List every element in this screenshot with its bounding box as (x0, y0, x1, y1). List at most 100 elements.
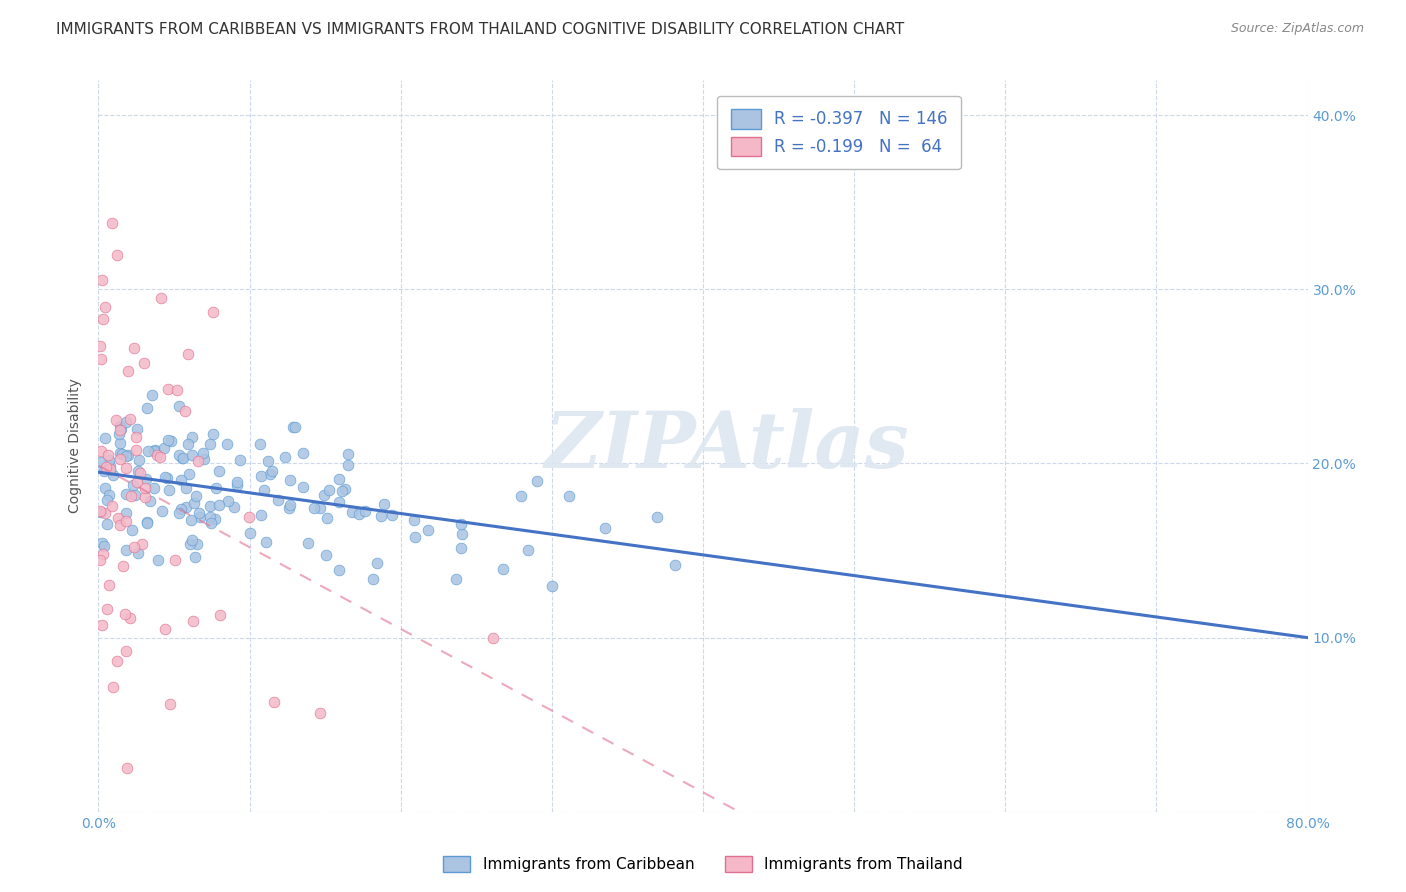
Point (257, 454, 280, 468)
Point (446, 572, 468, 586)
Point (93, 547, 115, 561)
Point (207, 464, 229, 478)
Point (366, 556, 388, 570)
Point (200, 500, 222, 514)
Point (181, 614, 204, 628)
Point (89, 339, 111, 353)
Point (125, 422, 148, 436)
Point (121, 523, 143, 537)
Point (328, 563, 350, 577)
Point (184, 549, 207, 564)
Point (114, 506, 136, 520)
Point (336, 458, 359, 472)
Point (170, 473, 193, 487)
Point (274, 450, 297, 465)
Point (97, 452, 120, 467)
Point (450, 541, 472, 555)
Point (450, 516, 472, 531)
Point (330, 484, 353, 499)
Point (200, 510, 222, 524)
Point (91, 618, 114, 632)
Point (110, 452, 132, 467)
Point (94, 460, 117, 475)
Y-axis label: Cognitive Disability: Cognitive Disability (69, 378, 83, 514)
Point (89, 553, 111, 567)
Point (115, 487, 138, 501)
Point (143, 481, 166, 495)
Point (101, 216, 124, 230)
Point (215, 436, 238, 450)
Point (90, 455, 112, 469)
Point (115, 415, 138, 429)
Point (174, 500, 197, 515)
Point (114, 644, 136, 658)
Point (101, 468, 124, 483)
Point (278, 500, 301, 515)
Point (167, 400, 190, 414)
Point (193, 451, 215, 466)
Point (229, 453, 252, 467)
Point (450, 527, 472, 541)
Point (186, 537, 208, 551)
Point (100, 463, 122, 477)
Point (136, 401, 159, 415)
Point (101, 680, 124, 694)
Point (134, 481, 156, 495)
Point (254, 535, 277, 549)
Point (96, 516, 118, 531)
Point (114, 460, 136, 475)
Point (149, 450, 172, 464)
Point (108, 423, 131, 437)
Point (191, 446, 214, 460)
Point (105, 248, 128, 262)
Point (404, 530, 426, 544)
Point (110, 517, 132, 532)
Point (373, 497, 395, 511)
Point (146, 448, 169, 462)
Point (297, 536, 319, 550)
Point (156, 471, 179, 485)
Point (172, 450, 194, 465)
Point (122, 341, 145, 355)
Point (169, 448, 191, 462)
Point (115, 449, 138, 463)
Point (131, 537, 153, 551)
Point (94, 431, 117, 445)
Point (160, 434, 183, 448)
Point (124, 442, 146, 457)
Point (93, 481, 115, 495)
Point (163, 553, 186, 567)
Point (645, 510, 668, 524)
Point (176, 482, 198, 496)
Point (111, 559, 134, 574)
Point (157, 382, 180, 396)
Point (363, 572, 385, 586)
Point (122, 541, 145, 555)
Point (145, 442, 167, 457)
Point (224, 500, 246, 515)
Point (250, 508, 273, 522)
Point (166, 383, 188, 397)
Point (184, 489, 207, 503)
Text: Source: ZipAtlas.com: Source: ZipAtlas.com (1230, 22, 1364, 36)
Point (143, 443, 166, 458)
Point (135, 516, 157, 530)
Point (96, 493, 118, 508)
Point (187, 454, 209, 468)
Point (98, 488, 121, 502)
Point (492, 561, 515, 575)
Point (150, 503, 173, 517)
Point (157, 433, 180, 447)
Point (328, 472, 350, 486)
Point (90, 273, 112, 287)
Point (188, 507, 211, 521)
Point (340, 505, 363, 519)
Point (115, 761, 138, 775)
Point (98, 578, 121, 592)
Point (90, 444, 112, 458)
Point (134, 491, 156, 505)
Point (418, 523, 440, 537)
Point (208, 608, 231, 623)
Point (127, 464, 149, 478)
Point (291, 446, 314, 460)
